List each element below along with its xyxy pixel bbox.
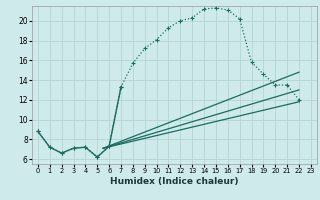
X-axis label: Humidex (Indice chaleur): Humidex (Indice chaleur): [110, 177, 239, 186]
